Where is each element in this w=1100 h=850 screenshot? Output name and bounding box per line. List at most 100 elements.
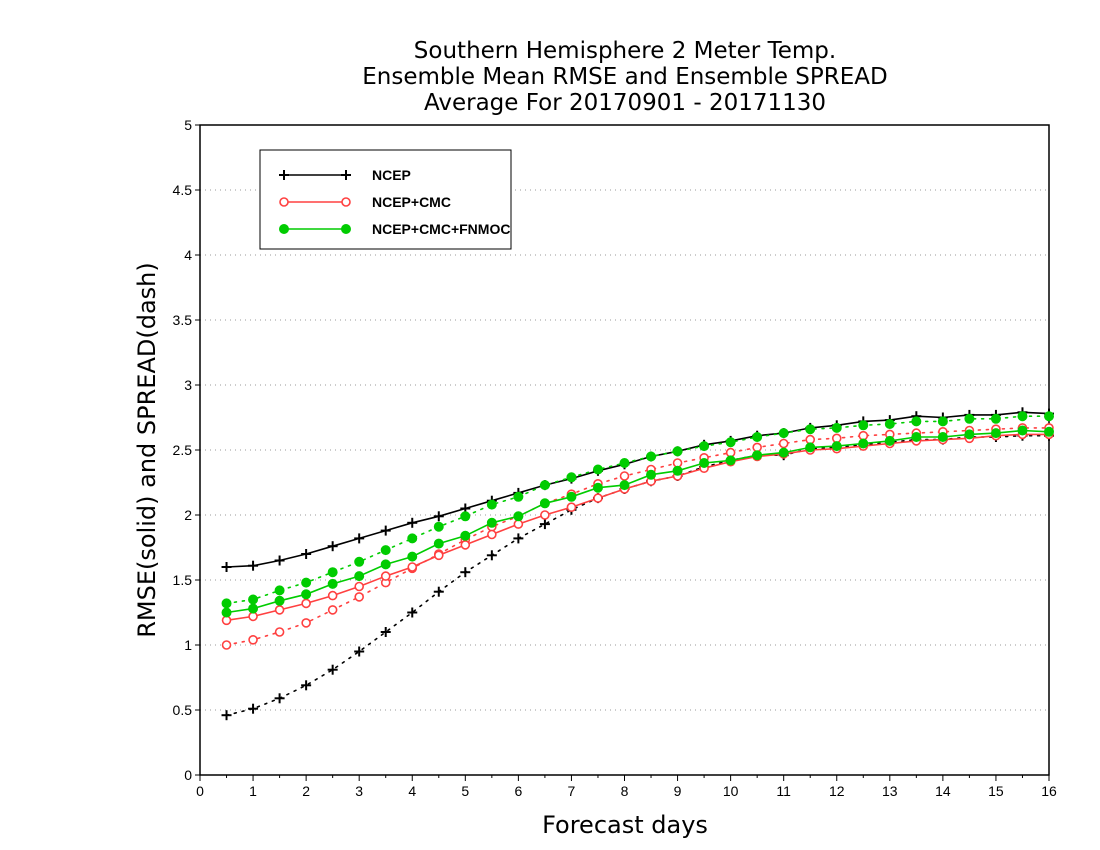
x-tick-label: 1: [249, 783, 257, 799]
rmse-point: [805, 442, 816, 453]
spread-point: [486, 550, 497, 561]
spread-line: [225, 427, 1050, 646]
rmse-point: [619, 480, 630, 491]
chart-title: Southern Hemisphere 2 Meter Temp. Ensemb…: [362, 38, 887, 116]
rmse-point: [566, 502, 577, 513]
y-tick-label: 2: [184, 507, 192, 523]
rmse-point: [274, 605, 285, 615]
legend-marker: [279, 224, 289, 234]
y-tick-label: 2.5: [173, 442, 193, 458]
series-1: [221, 407, 1054, 721]
spread-point: [433, 586, 444, 597]
spread-point: [380, 545, 391, 556]
spread-point: [380, 627, 391, 637]
rmse-point: [540, 510, 550, 520]
rmse-point: [539, 498, 550, 509]
legend-marker: [279, 197, 289, 207]
spread-point: [460, 567, 471, 578]
y-tick-label: 5: [184, 117, 192, 133]
x-tick-label: 0: [196, 783, 204, 799]
spread-point: [592, 464, 603, 475]
spread-point: [274, 585, 285, 596]
rmse-point: [407, 551, 418, 562]
rmse-point: [248, 560, 259, 571]
rmse-point: [752, 450, 763, 461]
y-tick-label: 1: [184, 637, 192, 653]
spread-point: [301, 577, 312, 588]
spread-point: [619, 471, 630, 481]
rmse-point: [858, 438, 869, 449]
spread-point: [248, 594, 259, 605]
spread-point: [354, 592, 364, 602]
spread-point: [619, 458, 630, 468]
y-tick-label: 0.5: [173, 702, 193, 718]
spread-point: [1017, 411, 1028, 422]
spread-point: [486, 499, 497, 510]
spread-point: [327, 605, 338, 615]
rmse-point: [778, 447, 789, 458]
rmse-point: [486, 517, 497, 528]
rmse-point: [380, 559, 391, 570]
rmse-point: [884, 435, 895, 446]
rmse-point: [354, 581, 364, 592]
rmse-point: [407, 517, 418, 528]
rmse-point: [221, 562, 232, 572]
y-tick-label: 3.5: [173, 312, 193, 328]
spread-point: [752, 442, 762, 453]
rmse-point: [990, 428, 1001, 439]
spread-point: [433, 521, 444, 532]
legend-marker: [341, 170, 351, 180]
spread-point: [354, 646, 365, 657]
rmse-point: [1017, 425, 1028, 436]
x-tick-label: 5: [461, 783, 469, 799]
rmse-point: [699, 458, 710, 468]
rmse-point: [301, 549, 312, 559]
legend-label: NCEP: [372, 167, 411, 183]
rmse-point: [354, 533, 365, 544]
rmse-point: [248, 611, 258, 622]
spread-line: [225, 434, 1050, 717]
legend-marker: [279, 170, 289, 180]
rmse-point: [513, 511, 524, 522]
spread-line: [225, 415, 1050, 605]
spread-point: [778, 438, 789, 449]
spread-point: [248, 703, 259, 714]
spread-point: [513, 533, 524, 544]
rmse-point: [301, 589, 312, 600]
rmse-point: [248, 603, 259, 614]
spread-point: [539, 519, 550, 530]
rmse-point: [937, 432, 948, 442]
rmse-line: [226, 411, 1050, 568]
rmse-point: [433, 511, 444, 522]
rmse-point: [327, 578, 338, 589]
spread-point: [937, 416, 948, 427]
rmse-point: [646, 469, 657, 480]
x-tick-label: 15: [988, 783, 1004, 799]
legend-label: NCEP+CMC+FNMOC: [372, 221, 510, 237]
spread-point: [778, 428, 789, 439]
spread-point: [858, 420, 869, 431]
legend-item: NCEP: [279, 167, 411, 183]
spread-point: [752, 432, 763, 442]
spread-point: [513, 491, 524, 502]
x-axis-label: Forecast days: [542, 811, 708, 839]
x-tick-label: 9: [674, 783, 682, 799]
spread-point: [672, 446, 683, 457]
rmse-point: [964, 429, 975, 440]
y-axis-label: RMSE(solid) and SPREAD(dash): [133, 262, 161, 638]
rmse-point: [327, 541, 338, 552]
x-tick-label: 8: [621, 783, 629, 799]
y-tick-label: 4: [184, 247, 192, 263]
spread-point: [274, 627, 285, 637]
rmse-point: [672, 465, 683, 476]
spread-point: [646, 451, 657, 462]
x-tick-label: 3: [355, 783, 363, 799]
spread-point: [831, 422, 842, 433]
rmse-point: [274, 555, 285, 566]
x-tick-label: 12: [829, 783, 845, 799]
x-tick-label: 16: [1041, 783, 1057, 799]
y-tick-label: 3: [184, 377, 192, 393]
spread-point: [221, 710, 232, 721]
rmse-point: [460, 530, 471, 541]
